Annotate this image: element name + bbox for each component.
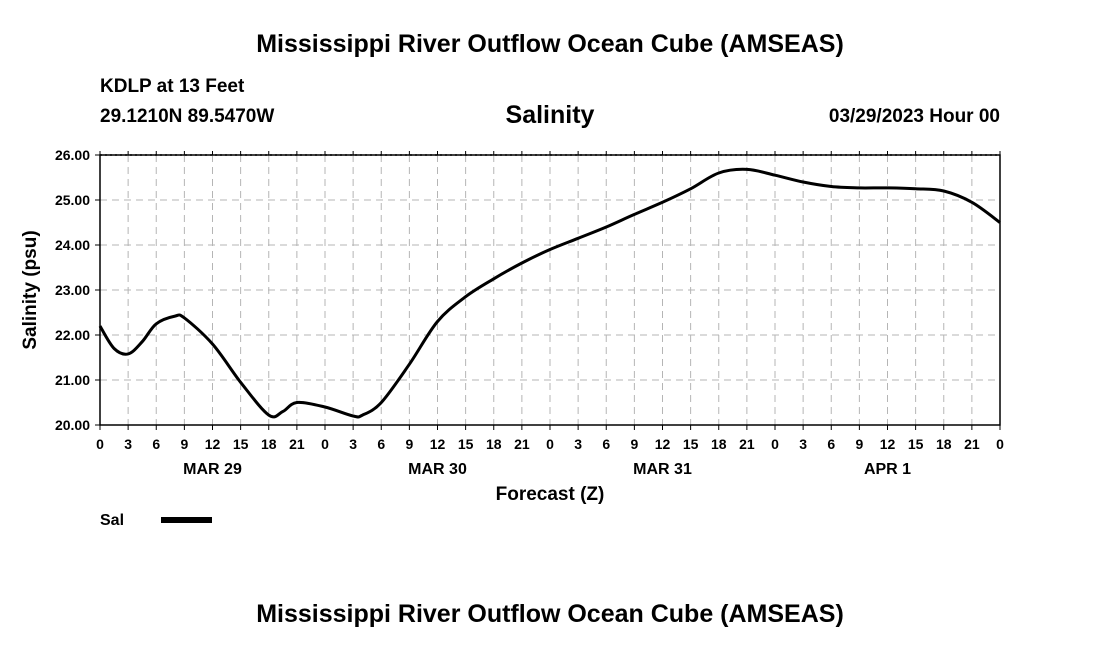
x-tick-label: 0 [321,436,329,452]
y-tick-label: 21.00 [55,372,90,388]
x-tick-label: 15 [233,436,249,452]
x-tick-label: 12 [205,436,221,452]
x-tick-label: 9 [405,436,413,452]
footer-title: Mississippi River Outflow Ocean Cube (AM… [256,600,844,628]
x-tick-label: 21 [289,436,305,452]
x-tick-label: 18 [711,436,727,452]
x-tick-label: 6 [602,436,610,452]
x-tick-label: 15 [908,436,924,452]
x-tick-label: 6 [152,436,160,452]
x-tick-label: 3 [574,436,582,452]
x-tick-label: 18 [486,436,502,452]
y-tick-label: 22.00 [55,327,90,343]
day-label: MAR 29 [183,461,242,478]
y-tick-label: 25.00 [55,192,90,208]
variable-title: Salinity [505,101,595,129]
x-tick-label: 12 [655,436,671,452]
x-tick-label: 3 [124,436,132,452]
y-axis-label: Salinity (psu) [20,230,41,349]
legend-label: Sal [100,512,124,529]
x-tick-label: 21 [964,436,980,452]
x-tick-label: 18 [936,436,952,452]
day-label: MAR 31 [633,461,692,478]
x-tick-label: 0 [546,436,554,452]
day-label: APR 1 [864,461,911,478]
x-tick-label: 9 [180,436,188,452]
x-tick-label: 3 [349,436,357,452]
series-line-sal [98,167,1001,419]
x-tick-label: 9 [855,436,863,452]
coordinates-label: 29.1210N 89.5470W [100,106,275,127]
x-tick-label: 3 [799,436,807,452]
x-tick-label: 6 [377,436,385,452]
x-tick-label: 15 [458,436,474,452]
chart-title: Mississippi River Outflow Ocean Cube (AM… [256,30,844,58]
day-label: MAR 30 [408,461,467,478]
x-tick-label: 0 [771,436,779,452]
x-tick-label: 21 [739,436,755,452]
x-tick-label: 21 [514,436,530,452]
x-axis-label: Forecast (Z) [496,484,605,505]
forecast-date-label: 03/29/2023 Hour 00 [828,106,1000,127]
y-tick-label: 26.00 [55,147,90,163]
x-tick-label: 0 [996,436,1004,452]
y-tick-label: 24.00 [55,237,90,253]
x-tick-label: 9 [630,436,638,452]
station-label: KDLP at 13 Feet [100,76,245,97]
x-tick-label: 6 [827,436,835,452]
x-tick-label: 12 [880,436,896,452]
y-tick-label: 20.00 [55,417,90,433]
x-tick-label: 12 [430,436,446,452]
y-tick-label: 23.00 [55,282,90,298]
x-tick-label: 0 [96,436,104,452]
x-tick-label: 15 [683,436,699,452]
x-tick-label: 18 [261,436,277,452]
